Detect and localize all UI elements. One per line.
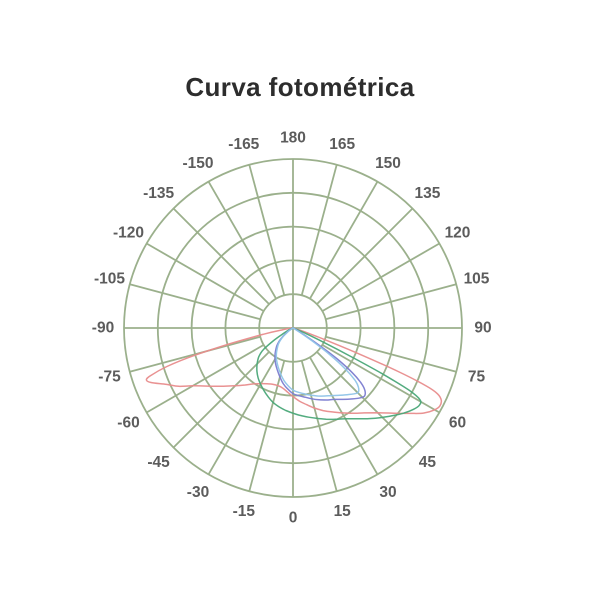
grid-spoke <box>146 344 265 414</box>
curve-red <box>145 327 443 415</box>
angle-label: 75 <box>468 369 486 386</box>
angle-label: -165 <box>228 136 259 153</box>
angle-label: 150 <box>375 155 401 172</box>
grid-spoke <box>309 356 379 475</box>
grid-spoke <box>207 181 277 300</box>
angle-label: 15 <box>334 503 352 520</box>
angle-label: -15 <box>233 503 256 520</box>
angle-label: 105 <box>464 270 490 287</box>
grid-spoke <box>172 207 270 305</box>
grid-spoke <box>321 344 440 414</box>
angle-label: -45 <box>147 454 170 471</box>
grid-spoke <box>300 360 338 492</box>
grid-spoke <box>207 356 277 475</box>
angle-label: -90 <box>92 320 114 337</box>
angle-label: -60 <box>117 415 139 432</box>
photometric-curves <box>145 327 443 421</box>
grid-spoke <box>309 181 379 300</box>
grid-spoke <box>325 335 457 373</box>
angle-label: -30 <box>187 484 209 501</box>
grid-spoke <box>321 242 440 312</box>
angle-label: -150 <box>182 155 213 172</box>
angle-label: 165 <box>329 136 355 153</box>
curve-green <box>256 327 422 421</box>
curve-cyan <box>275 327 360 397</box>
angle-label: 180 <box>280 130 306 147</box>
angle-label: 120 <box>445 225 471 242</box>
angle-label: 30 <box>379 484 396 501</box>
angle-label: 90 <box>474 320 491 337</box>
grid-spoke <box>300 164 338 296</box>
grid-spoke <box>325 283 457 321</box>
angle-label: -120 <box>113 225 144 242</box>
grid-spoke <box>248 164 286 296</box>
grid-spoke <box>316 207 414 305</box>
angle-labels: -165-150-135-120-105-90-75-60-45-30-15 0 1… <box>92 130 492 527</box>
angle-label: -105 <box>94 270 125 287</box>
grid-spoke <box>248 360 286 492</box>
angle-label: 135 <box>414 185 440 202</box>
grid-spoke <box>146 242 265 312</box>
grid-spoke <box>172 351 270 449</box>
angle-label: 60 <box>449 415 466 432</box>
curve-blue <box>274 327 367 401</box>
angle-label: -75 <box>98 369 121 386</box>
grid-spoke <box>129 283 261 321</box>
grid-spoke <box>316 351 414 449</box>
chart-title: Curva fotométrica <box>185 72 415 102</box>
angle-label: -135 <box>143 185 174 202</box>
angle-label: 0 <box>289 510 298 527</box>
angle-label: 45 <box>419 454 437 471</box>
grid-spoke <box>129 335 261 373</box>
